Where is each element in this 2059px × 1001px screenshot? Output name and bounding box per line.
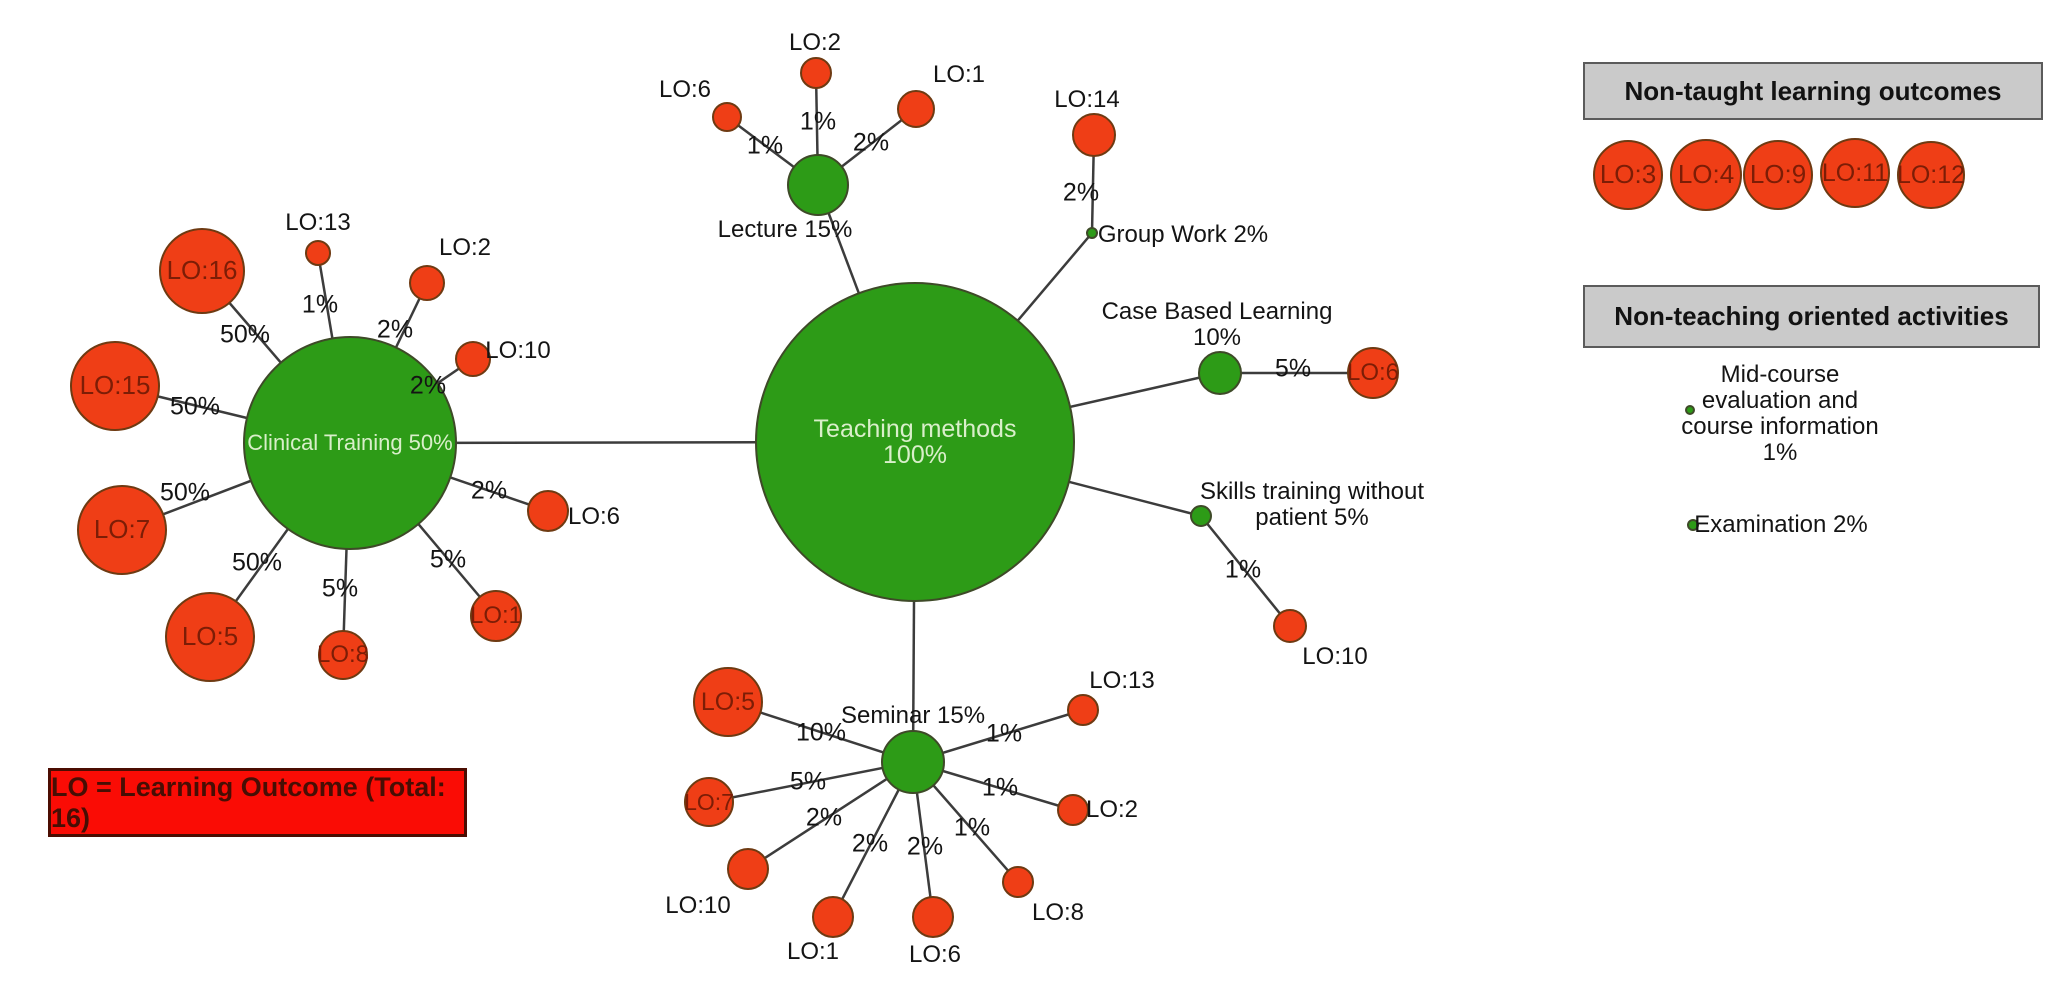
edge-weight-label: 1% bbox=[981, 773, 1019, 802]
lo5-seminar: LO:5 bbox=[693, 667, 763, 737]
lo11-panel: LO:11 bbox=[1820, 138, 1890, 208]
lo8-seminar bbox=[1002, 866, 1034, 898]
edge-weight-label: 5% bbox=[321, 574, 359, 603]
label-lo1-lecture: LO:1 bbox=[932, 61, 986, 88]
label-lo8-seminar: LO:8 bbox=[1031, 899, 1085, 926]
edge-weight-label: 2% bbox=[1062, 178, 1100, 207]
edge-weight-label: 50% bbox=[169, 392, 221, 421]
lo2-clinical bbox=[409, 265, 445, 301]
label-lo10-seminar: LO:10 bbox=[665, 892, 731, 919]
edge-weight-label: 50% bbox=[231, 548, 283, 577]
label-lo1-seminar: LO:1 bbox=[786, 938, 840, 965]
edge-weight-label: 2% bbox=[805, 803, 843, 832]
edge-weight-label: 2% bbox=[376, 315, 414, 344]
lo8-clinical: LO:8 bbox=[317, 630, 369, 680]
edge-weight-label: 1% bbox=[1224, 555, 1262, 584]
lo10-skills bbox=[1273, 609, 1307, 643]
edge-weight-label: 2% bbox=[470, 476, 508, 505]
edge-weight-label: 2% bbox=[906, 832, 944, 861]
hub-seminar bbox=[881, 730, 945, 794]
lo5-clinical: LO:5 bbox=[165, 592, 255, 682]
edge-weight-label: 50% bbox=[159, 478, 211, 507]
label-group-work: Group Work 2% bbox=[1097, 221, 1269, 248]
edge-weight-label: 5% bbox=[429, 545, 467, 574]
edge-weight-label: 1% bbox=[301, 290, 339, 319]
legend-box: LO = Learning Outcome (Total: 16) bbox=[48, 768, 467, 837]
label-lo2-lecture: LO:2 bbox=[788, 29, 842, 56]
edge-weight-label: 2% bbox=[852, 128, 890, 157]
edge-weight-label: 5% bbox=[789, 767, 827, 796]
lo1-lecture bbox=[897, 90, 935, 128]
lo7-seminar: LO:7 bbox=[684, 777, 734, 827]
lo6-cbl: LO:6 bbox=[1347, 347, 1399, 399]
hub-case-based-learning bbox=[1198, 351, 1242, 395]
hub-group-work bbox=[1086, 227, 1098, 239]
label-lo6-seminar: LO:6 bbox=[908, 941, 962, 968]
edge-line bbox=[1200, 515, 1291, 627]
lo6-clinical bbox=[527, 490, 569, 532]
label-seminar: Seminar 15% bbox=[840, 702, 986, 729]
non-taught-header: Non-taught learning outcomes bbox=[1583, 62, 2043, 120]
edge-weight-label: 1% bbox=[953, 813, 991, 842]
label-lo14: LO:14 bbox=[1054, 86, 1120, 113]
lo12-panel: LO:12 bbox=[1897, 141, 1965, 209]
label-examination: Examination 2% bbox=[1694, 511, 1868, 538]
lo14-groupwork bbox=[1072, 113, 1116, 157]
label-lo10-skills: LO:10 bbox=[1302, 643, 1368, 670]
label-skills-training: Skills training without patient 5% bbox=[1199, 478, 1425, 531]
lo10-clinical bbox=[455, 341, 491, 377]
lo16-clinical: LO:16 bbox=[159, 228, 245, 314]
edge-weight-label: 5% bbox=[1274, 354, 1312, 383]
edge-line bbox=[708, 760, 914, 804]
edge-weight-label: 1% bbox=[799, 107, 837, 136]
hub-clinical-training: Clinical Training 50% bbox=[243, 336, 457, 550]
hub-lecture bbox=[787, 154, 849, 216]
lo15-clinical: LO:15 bbox=[70, 341, 160, 431]
lo7-clinical: LO:7 bbox=[77, 485, 167, 575]
dot-examination bbox=[1687, 519, 1699, 531]
lo2-lecture bbox=[800, 57, 832, 89]
lo10-seminar bbox=[727, 848, 769, 890]
lo2-seminar bbox=[1057, 794, 1089, 826]
label-lo6-clinical: LO:6 bbox=[567, 503, 621, 530]
label-lecture: Lecture 15% bbox=[717, 216, 853, 243]
lo1-seminar bbox=[812, 896, 854, 938]
label-lo6-lecture: LO:6 bbox=[658, 76, 712, 103]
edge-weight-label: 10% bbox=[795, 718, 847, 747]
label-lo2-seminar: LO:2 bbox=[1085, 796, 1139, 823]
label-lo13-clinical: LO:13 bbox=[285, 209, 351, 236]
edge-weight-label: 1% bbox=[746, 131, 784, 160]
non-teaching-header: Non-teaching oriented activities bbox=[1583, 285, 2040, 348]
lo9-panel: LO:9 bbox=[1743, 140, 1813, 210]
lo1-clinical: LO:1 bbox=[470, 590, 522, 642]
hub-teaching-methods: Teaching methods 100% bbox=[755, 282, 1075, 602]
lo4-panel: LO:4 bbox=[1670, 139, 1742, 211]
lo6-seminar bbox=[912, 896, 954, 938]
label-lo2-clinical: LO:2 bbox=[438, 234, 492, 261]
lo3-panel: LO:3 bbox=[1593, 140, 1663, 210]
hub-skills-training bbox=[1190, 505, 1212, 527]
label-midcourse: Mid-course evaluation and course informa… bbox=[1681, 361, 1879, 466]
label-lo13-seminar: LO:13 bbox=[1089, 667, 1155, 694]
edge-weight-label: 2% bbox=[851, 829, 889, 858]
edge-weight-label: 50% bbox=[219, 320, 271, 349]
lo13-clinical bbox=[305, 240, 331, 266]
dot-midcourse bbox=[1685, 405, 1695, 415]
label-lo10-clinical: LO:10 bbox=[485, 337, 551, 364]
lo6-lecture bbox=[712, 102, 742, 132]
lo13-seminar bbox=[1067, 694, 1099, 726]
label-case-based-learning: Case Based Learning 10% bbox=[1101, 298, 1333, 351]
edge-weight-label: 2% bbox=[409, 371, 447, 400]
edge-weight-label: 1% bbox=[985, 719, 1023, 748]
